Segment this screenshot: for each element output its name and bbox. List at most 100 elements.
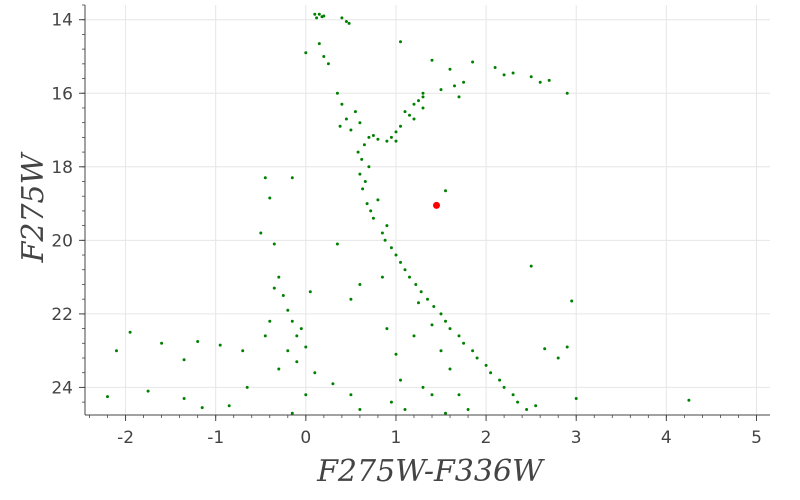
highlight-point bbox=[433, 201, 441, 209]
data-point bbox=[534, 404, 538, 408]
data-point bbox=[295, 360, 299, 364]
data-point bbox=[290, 319, 294, 323]
data-point bbox=[439, 349, 443, 353]
y-tick-label: 16 bbox=[51, 84, 73, 104]
data-point bbox=[412, 117, 416, 121]
data-point bbox=[304, 345, 308, 349]
data-point bbox=[196, 340, 200, 343]
x-tick-label: 4 bbox=[661, 428, 672, 448]
grid-layer bbox=[85, 5, 770, 415]
data-point bbox=[353, 110, 357, 114]
data-point bbox=[349, 393, 353, 397]
data-point bbox=[399, 378, 402, 382]
data-point bbox=[304, 51, 308, 55]
data-point bbox=[218, 343, 222, 347]
data-point bbox=[380, 275, 384, 279]
data-point bbox=[115, 349, 118, 353]
x-axis-title: F275W-F336W bbox=[316, 454, 545, 489]
data-point bbox=[286, 349, 290, 353]
data-point bbox=[484, 363, 488, 367]
data-point bbox=[516, 400, 520, 404]
data-point bbox=[414, 283, 418, 286]
data-point bbox=[340, 16, 344, 20]
data-point bbox=[421, 385, 425, 389]
data-point bbox=[502, 385, 506, 389]
data-point bbox=[315, 16, 319, 20]
data-point bbox=[574, 397, 578, 400]
data-point bbox=[182, 358, 186, 362]
data-point bbox=[227, 404, 231, 408]
data-point bbox=[543, 347, 547, 351]
data-point bbox=[389, 246, 393, 250]
data-point bbox=[160, 341, 164, 345]
y-tick-label: 14 bbox=[51, 11, 73, 31]
data-point bbox=[462, 80, 466, 84]
data-point bbox=[286, 308, 290, 312]
data-point bbox=[376, 198, 380, 202]
data-point bbox=[475, 356, 479, 360]
data-point bbox=[687, 398, 691, 402]
data-point bbox=[277, 275, 281, 279]
data-point bbox=[547, 78, 551, 82]
data-point bbox=[383, 238, 387, 242]
data-point bbox=[290, 176, 294, 180]
data-point bbox=[338, 124, 342, 128]
data-point bbox=[511, 71, 515, 75]
data-point bbox=[556, 356, 560, 360]
data-point bbox=[263, 334, 267, 338]
data-point bbox=[344, 20, 348, 23]
data-point bbox=[268, 319, 272, 323]
data-point bbox=[365, 202, 369, 206]
data-point bbox=[430, 323, 434, 327]
data-point bbox=[502, 73, 506, 77]
data-point bbox=[394, 253, 398, 257]
data-point bbox=[340, 102, 344, 106]
data-point bbox=[403, 110, 407, 114]
data-point bbox=[331, 382, 335, 386]
data-point bbox=[272, 242, 276, 246]
data-point bbox=[367, 165, 371, 169]
data-point bbox=[313, 12, 317, 16]
data-point bbox=[448, 327, 452, 331]
data-point bbox=[385, 224, 389, 228]
data-point bbox=[570, 299, 574, 303]
data-point bbox=[421, 95, 425, 99]
highlight-layer bbox=[433, 201, 441, 209]
data-point bbox=[565, 91, 569, 95]
data-point bbox=[376, 137, 380, 141]
data-point bbox=[444, 319, 447, 323]
data-point bbox=[399, 40, 402, 44]
data-point bbox=[259, 231, 263, 235]
data-point bbox=[358, 172, 362, 176]
data-point bbox=[457, 95, 461, 99]
data-point bbox=[369, 209, 373, 213]
data-point bbox=[304, 393, 308, 397]
x-tick-label: 5 bbox=[751, 428, 762, 448]
data-point bbox=[245, 385, 249, 389]
data-point bbox=[525, 408, 529, 411]
data-point bbox=[403, 268, 407, 272]
data-point bbox=[277, 367, 281, 371]
data-point bbox=[385, 139, 389, 143]
data-point bbox=[448, 67, 452, 71]
data-point bbox=[399, 124, 402, 128]
data-point bbox=[317, 12, 321, 16]
data-point bbox=[419, 290, 423, 294]
data-point bbox=[313, 371, 317, 375]
data-point bbox=[363, 180, 367, 183]
data-point bbox=[335, 242, 339, 246]
data-point bbox=[335, 91, 339, 95]
y-tick-label: 18 bbox=[51, 158, 73, 178]
data-point bbox=[439, 88, 443, 92]
data-point bbox=[360, 157, 364, 161]
data-point bbox=[347, 21, 351, 25]
data-point bbox=[529, 75, 533, 79]
data-point bbox=[371, 216, 375, 220]
y-tick-label: 24 bbox=[51, 378, 73, 398]
data-point bbox=[489, 371, 493, 375]
x-tick-label: 2 bbox=[481, 428, 492, 448]
data-point bbox=[412, 334, 416, 338]
data-point bbox=[399, 260, 402, 264]
data-point bbox=[361, 187, 365, 191]
